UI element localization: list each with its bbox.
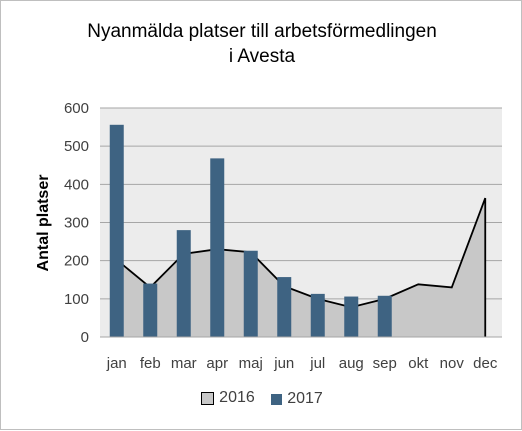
chart-title-line-2: i Avesta — [228, 46, 296, 67]
x-tick-label-jun: jun — [273, 355, 294, 372]
bar-2017-apr — [210, 158, 225, 337]
x-tick-label-nov: nov — [440, 355, 465, 372]
y-tick-label-600: 600 — [64, 100, 89, 117]
legend: 2016 2017 — [1, 389, 522, 410]
legend-swatch-2016 — [201, 391, 215, 405]
y-tick-label-100: 100 — [64, 291, 89, 308]
bar-2017-mar — [176, 230, 191, 337]
bar-2017-aug — [344, 296, 359, 337]
x-tick-label-feb: feb — [140, 355, 161, 372]
y-tick-label-500: 500 — [64, 138, 89, 155]
x-tick-label-maj: maj — [239, 355, 263, 372]
legend-item-2017: 2017 — [271, 390, 323, 408]
legend-swatch-2017 — [271, 393, 283, 405]
y-tick-label-0: 0 — [81, 329, 89, 346]
x-tick-label-jul: jul — [309, 355, 325, 372]
legend-label-2016: 2016 — [219, 389, 255, 406]
bar-2017-feb — [143, 283, 158, 337]
x-tick-label-okt: okt — [408, 355, 429, 372]
bar-2017-jan — [109, 124, 124, 337]
area-2016-fill — [116, 198, 486, 337]
legend-item-2016: 2016 — [201, 389, 255, 407]
y-tick-label-400: 400 — [64, 176, 89, 193]
y-tick-label-300: 300 — [64, 215, 89, 232]
legend-label-2017: 2017 — [287, 390, 323, 407]
bar-2017-jun — [277, 277, 292, 337]
x-tick-label-sep: sep — [373, 355, 397, 372]
chart-title-line-1: Nyanmälda platser till arbetsförmedlinge… — [87, 21, 437, 42]
bar-2017-jul — [310, 293, 325, 337]
x-tick-label-apr: apr — [206, 355, 228, 372]
x-tick-label-jan: jan — [106, 355, 127, 372]
x-tick-label-aug: aug — [339, 355, 364, 372]
chart-title: Nyanmälda platser till arbetsförmedlinge… — [1, 19, 522, 69]
area-2016-line — [115, 197, 487, 337]
y-tick-label-200: 200 — [64, 253, 89, 270]
bar-2017-maj — [243, 250, 258, 337]
bar-2017-sep — [377, 295, 392, 337]
x-tick-label-mar: mar — [171, 355, 197, 372]
x-tick-label-dec: dec — [473, 355, 498, 372]
